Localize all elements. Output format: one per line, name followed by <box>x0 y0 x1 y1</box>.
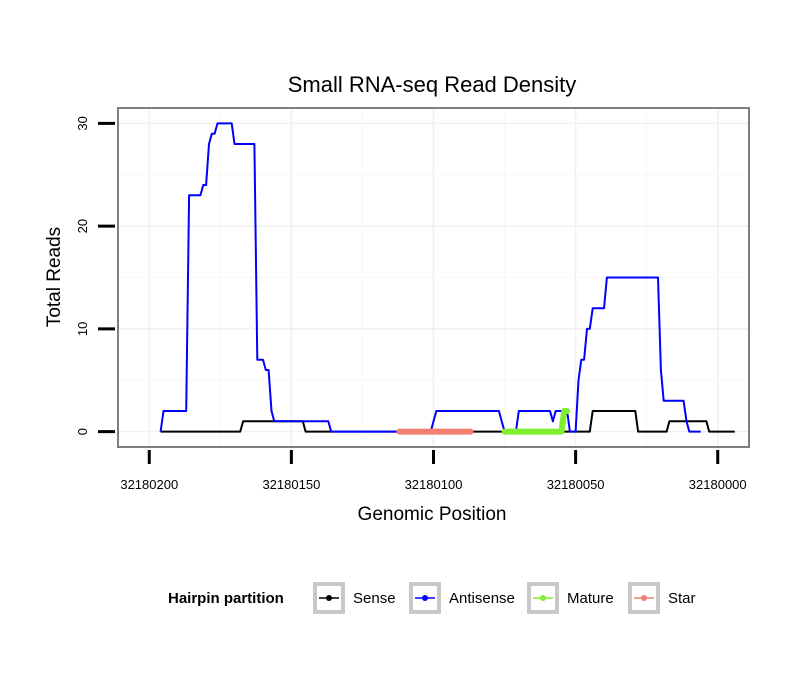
x-tick-label: 32180150 <box>262 477 320 492</box>
series-line-sense <box>160 410 735 433</box>
series-line-antisense <box>159 122 701 433</box>
x-tick-label: 32180100 <box>405 477 463 492</box>
legend-label: Mature <box>567 590 614 607</box>
y-axis-title: Total Reads <box>44 227 65 327</box>
legend-item-star: Star <box>628 582 696 614</box>
legend-item-antisense: Antisense <box>409 582 515 614</box>
y-tick-label: 30 <box>75 116 90 130</box>
legend-item-sense: Sense <box>313 582 396 614</box>
legend-label: Star <box>668 590 696 607</box>
legend-title: Hairpin partition <box>168 590 284 607</box>
legend-label: Antisense <box>449 590 515 607</box>
y-tick-label: 10 <box>75 322 90 336</box>
legend-key-point <box>326 595 332 601</box>
x-tick-label: 32180050 <box>547 477 605 492</box>
series-line-mature <box>501 408 571 435</box>
legend-key-point <box>422 595 428 601</box>
y-tick-label: 0 <box>75 428 90 435</box>
x-tick-label: 32180000 <box>689 477 747 492</box>
plot-border <box>117 107 750 448</box>
legend-key-point <box>641 595 647 601</box>
chart-title: Small RNA-seq Read Density <box>288 72 577 97</box>
legend-label: Sense <box>353 590 396 607</box>
legend-key-point <box>540 595 546 601</box>
x-axis-title: Genomic Position <box>358 504 507 525</box>
y-tick-label: 20 <box>75 219 90 233</box>
legend-item-mature: Mature <box>527 582 614 614</box>
x-tick-label: 32180200 <box>120 477 178 492</box>
